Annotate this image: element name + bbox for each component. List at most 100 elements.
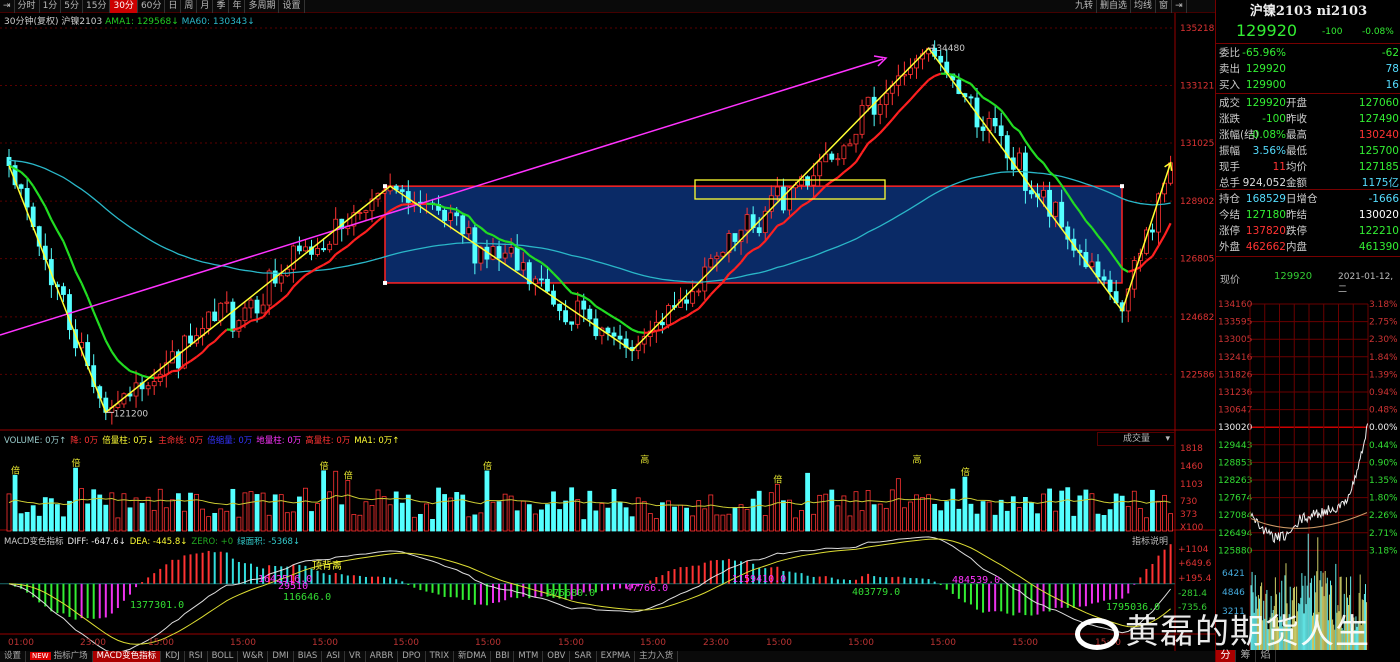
indicator-tab-9[interactable]: ASI <box>322 651 346 662</box>
candle[interactable] <box>835 153 841 166</box>
indicator-help-button[interactable]: 指标说明 <box>1132 537 1169 547</box>
indicator-tab-8[interactable]: BIAS <box>294 651 323 662</box>
candle[interactable] <box>315 237 320 257</box>
candle[interactable] <box>369 189 375 223</box>
candle[interactable] <box>339 218 345 242</box>
candle[interactable] <box>157 363 163 387</box>
candle[interactable] <box>678 287 683 308</box>
indicator-tab-20[interactable]: 主力入货 <box>635 651 679 662</box>
candle[interactable] <box>859 99 865 139</box>
candle[interactable] <box>266 268 272 315</box>
period-tab-7[interactable]: 周 <box>181 0 198 13</box>
period-tab-4[interactable]: 30分 <box>110 0 138 13</box>
candle[interactable] <box>617 324 623 350</box>
candle[interactable] <box>121 392 127 408</box>
candle[interactable] <box>738 229 744 255</box>
candle[interactable] <box>877 97 883 125</box>
indicator-tab-17[interactable]: OBV <box>543 651 571 662</box>
candle[interactable] <box>145 381 151 396</box>
candle[interactable] <box>103 391 109 421</box>
candle[interactable] <box>496 240 502 272</box>
expand-icon[interactable]: ⇥ <box>1172 0 1187 13</box>
toolbar-right-item-0[interactable]: 九转 <box>1072 0 1098 13</box>
intraday-chart[interactable]: 134160 3.18% 133595 2.75% 133005 2.30% 132416 1… <box>1216 290 1400 662</box>
candle[interactable] <box>163 350 169 388</box>
toolbar-right-item-2[interactable]: 均线 <box>1131 0 1157 13</box>
handle-square[interactable] <box>383 280 387 285</box>
candle[interactable] <box>883 79 889 118</box>
candle[interactable] <box>992 105 998 134</box>
candle[interactable] <box>6 149 12 178</box>
candle[interactable] <box>1150 223 1155 241</box>
indicator-tab-13[interactable]: TRIX <box>426 651 455 662</box>
candle[interactable] <box>841 143 847 165</box>
candle[interactable] <box>684 289 689 311</box>
candle[interactable] <box>91 354 97 394</box>
candle[interactable] <box>563 300 568 325</box>
toolbar-back-icon[interactable]: ⇥ <box>0 0 15 13</box>
candle[interactable] <box>690 280 696 307</box>
candle[interactable] <box>357 210 363 220</box>
candle[interactable] <box>254 295 260 323</box>
period-tab-2[interactable]: 5分 <box>61 0 84 13</box>
candle[interactable] <box>732 233 738 252</box>
candle[interactable] <box>278 264 284 292</box>
indicator-tab-15[interactable]: BBI <box>491 651 515 662</box>
candle[interactable] <box>805 175 810 190</box>
candle[interactable] <box>248 297 254 319</box>
candle[interactable] <box>460 212 466 244</box>
chart-canvas[interactable]: 135218 133121 131025 128902 126805 124682 1225… <box>0 0 1215 662</box>
intraday-tab-1[interactable]: 筹 <box>1236 650 1256 662</box>
candle[interactable] <box>466 220 472 240</box>
candle[interactable] <box>744 207 750 244</box>
candle[interactable] <box>768 185 774 219</box>
candle[interactable] <box>1016 147 1022 174</box>
candle[interactable] <box>871 86 877 127</box>
indicator-tab-19[interactable]: EXPMA <box>597 651 636 662</box>
period-tab-8[interactable]: 月 <box>197 0 214 13</box>
candle[interactable] <box>188 323 193 347</box>
indicator-tab-18[interactable]: SAR <box>570 651 597 662</box>
indicator-tab-12[interactable]: DPO <box>398 651 426 662</box>
period-tab-9[interactable]: 季 <box>213 0 230 13</box>
period-tab-12[interactable]: 设置 <box>279 0 305 13</box>
consolidation-box[interactable] <box>694 179 886 200</box>
candle[interactable] <box>708 254 714 269</box>
candle[interactable] <box>224 291 230 313</box>
candle[interactable] <box>980 116 986 142</box>
indicator-tab-5[interactable]: BOLL <box>208 651 239 662</box>
range-box[interactable] <box>384 185 1123 284</box>
candle[interactable] <box>545 266 550 294</box>
indicator-tab-0[interactable]: 设置 <box>0 651 27 662</box>
indicator-tab-7[interactable]: DMI <box>268 651 294 662</box>
candle[interactable] <box>847 138 853 147</box>
trend-line[interactable] <box>0 58 884 336</box>
candle[interactable] <box>998 112 1004 149</box>
candle[interactable] <box>1047 181 1052 228</box>
candle[interactable] <box>363 209 369 221</box>
candle[interactable] <box>1004 130 1010 171</box>
indicator-tab-3[interactable]: KDJ <box>161 651 185 662</box>
candle[interactable] <box>762 206 768 242</box>
candle[interactable] <box>1089 252 1095 270</box>
candle[interactable] <box>260 293 266 314</box>
candle[interactable] <box>575 291 581 329</box>
candle[interactable] <box>526 259 532 291</box>
candle[interactable] <box>569 321 575 331</box>
indicator-tab-16[interactable]: MTM <box>514 651 544 662</box>
indicator-tab-1[interactable]: NEW 指标广场 <box>26 651 93 662</box>
candle[interactable] <box>303 239 308 252</box>
period-tab-5[interactable]: 60分 <box>138 0 166 13</box>
indicator-tab-6[interactable]: W&R <box>238 651 269 662</box>
candle[interactable] <box>908 58 913 79</box>
candle[interactable] <box>829 151 835 163</box>
candle[interactable] <box>587 305 593 327</box>
intraday-tab-0[interactable]: 分 <box>1216 650 1236 662</box>
intraday-tab-2[interactable]: 焰 <box>1256 650 1276 662</box>
candle[interactable] <box>1101 269 1107 286</box>
candle[interactable] <box>502 243 508 266</box>
candle[interactable] <box>714 251 720 272</box>
indicator-select[interactable]: 成交量 ▾ <box>1097 432 1175 446</box>
candle[interactable] <box>321 238 327 253</box>
handle-square[interactable] <box>1120 184 1124 189</box>
